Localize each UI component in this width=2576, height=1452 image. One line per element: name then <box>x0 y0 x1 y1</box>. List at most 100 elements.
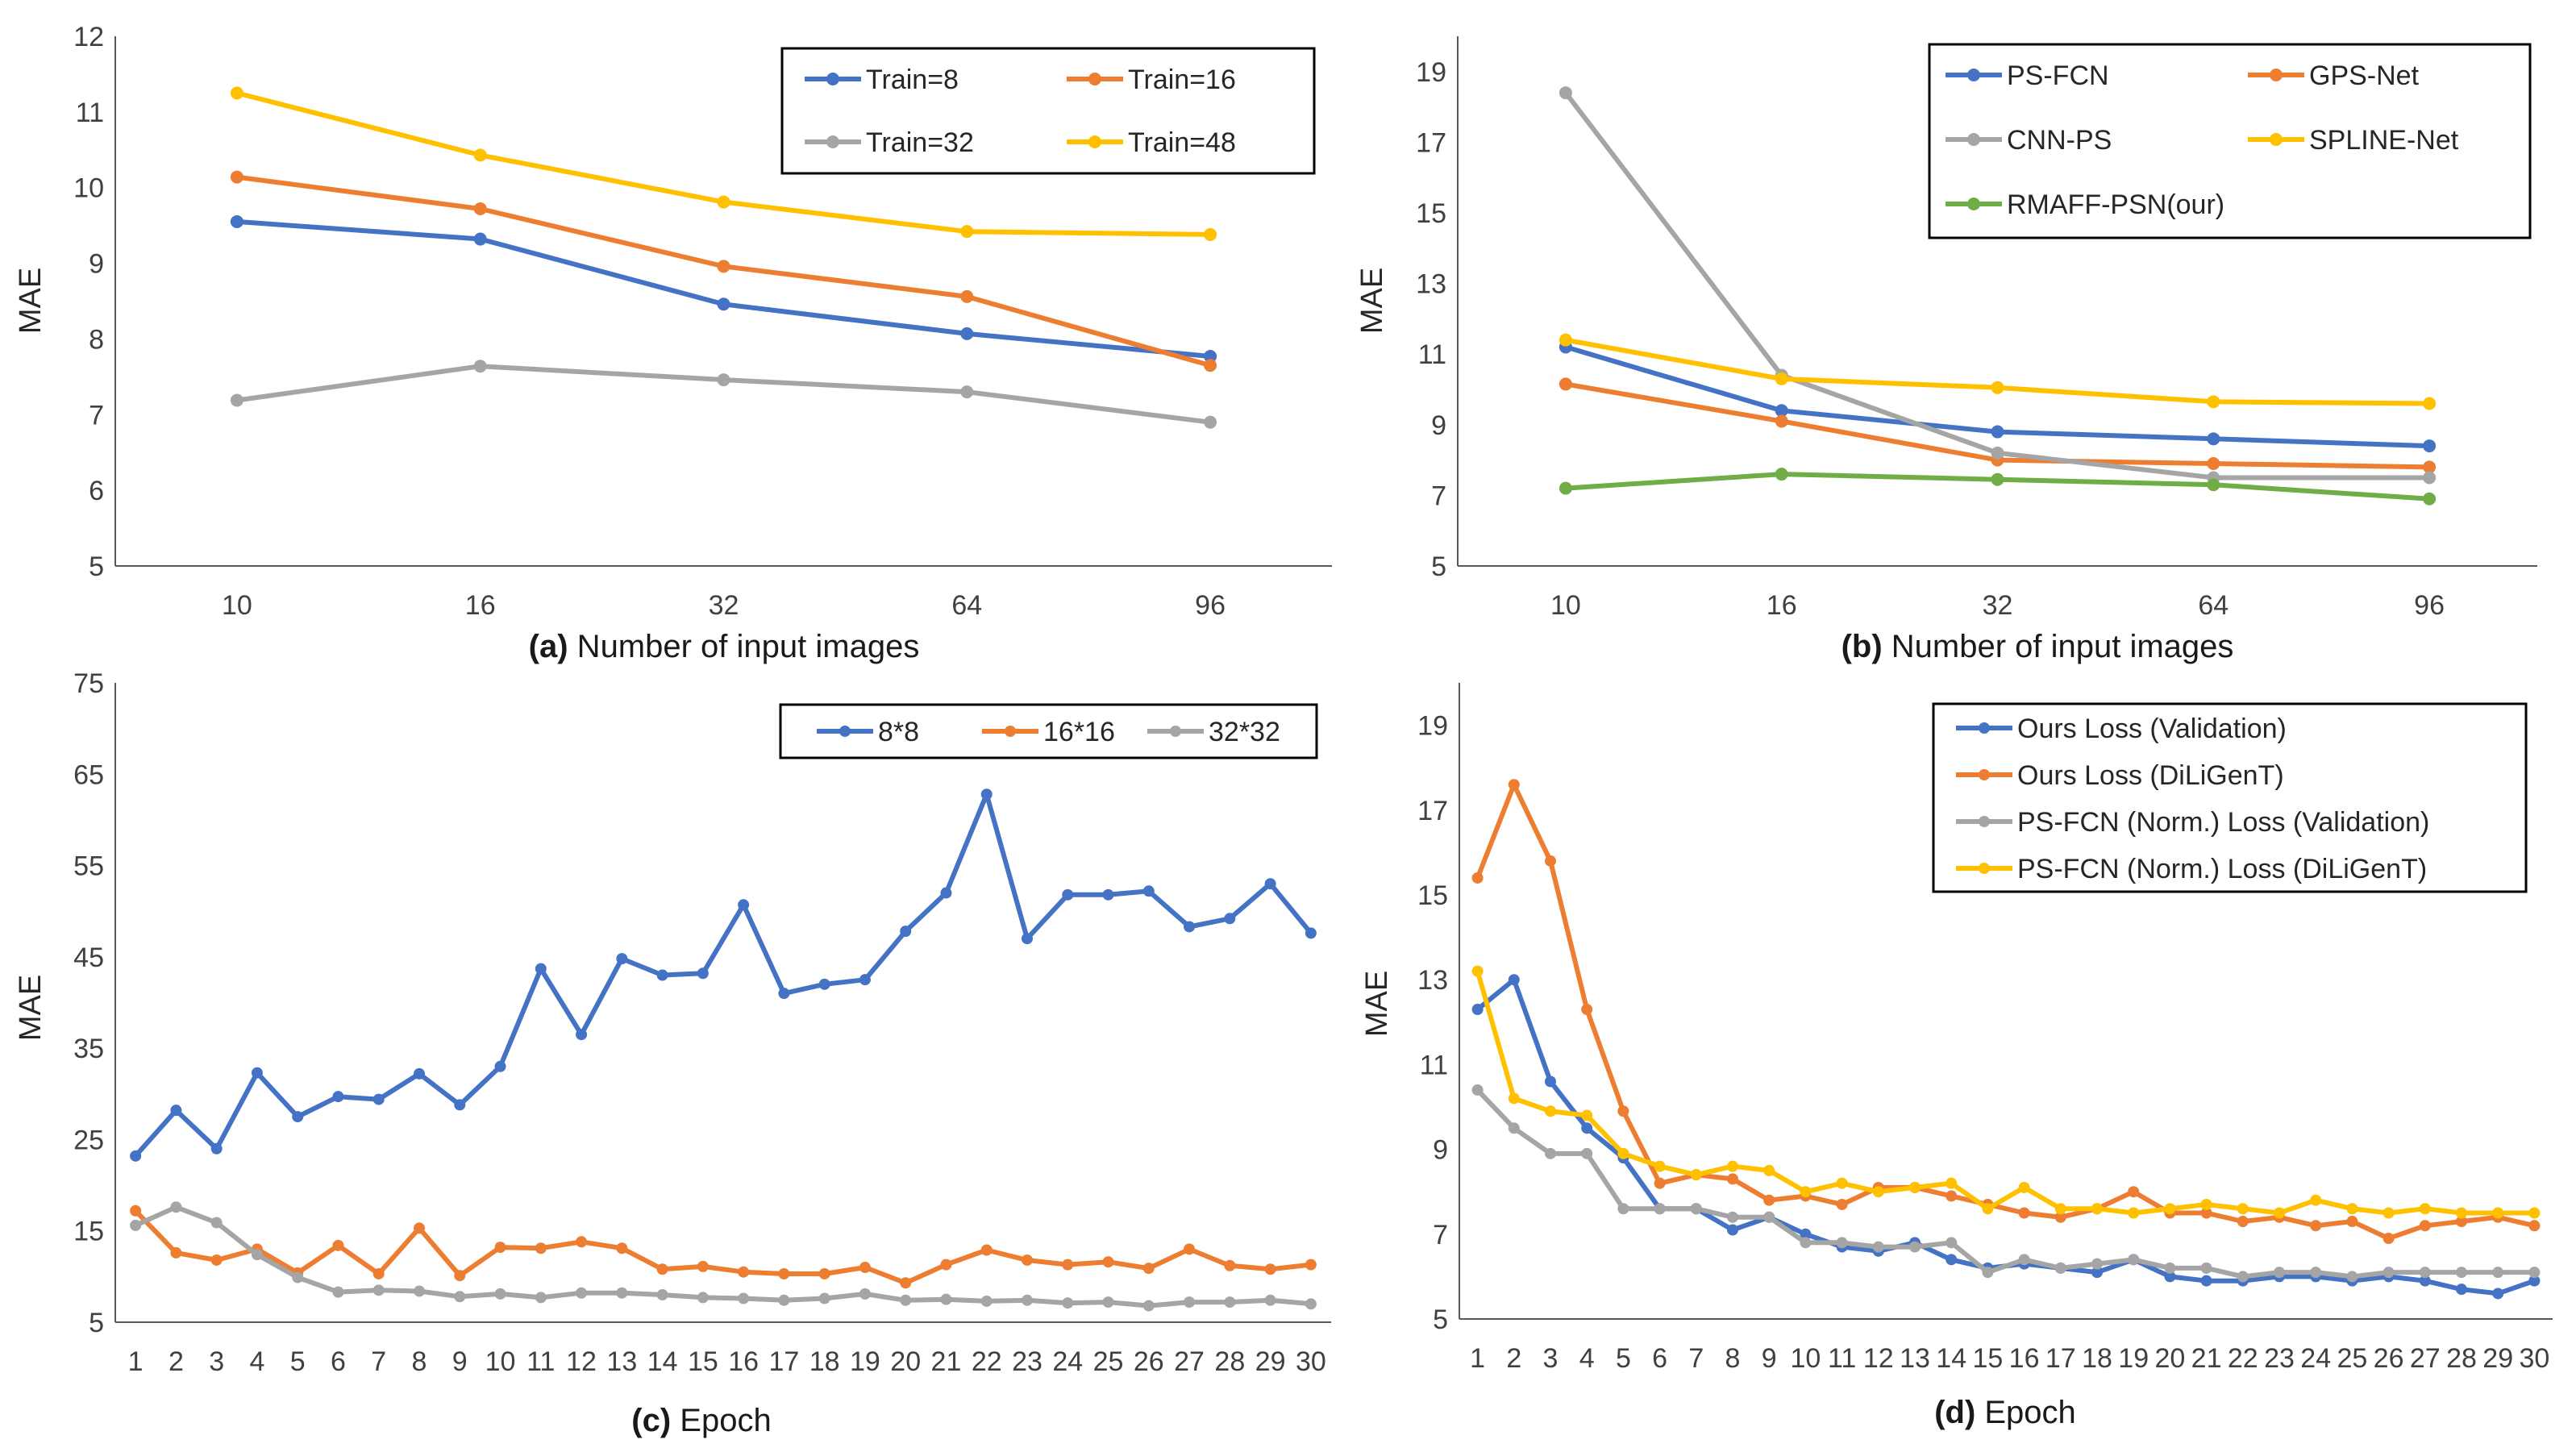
panel-d-data-point <box>2310 1267 2322 1279</box>
panel-d-data-point <box>2346 1203 2358 1215</box>
panel-a-x-tick-label: 10 <box>222 590 252 621</box>
panel-c-data-point <box>616 953 628 965</box>
panel-d-x-tick-label: 13 <box>1900 1343 1930 1374</box>
panel-b-data-point <box>1775 468 1788 481</box>
panel-c-data-point <box>576 1287 588 1299</box>
panel-c-y-tick-label: 45 <box>73 942 104 973</box>
panel-a-data-point <box>1204 350 1217 364</box>
panel-c-x-tick-label: 25 <box>1093 1346 1124 1377</box>
panel-a-data-point <box>717 373 730 387</box>
panel-c-data-point <box>130 1204 142 1217</box>
panel-d-data-point <box>1545 1075 1556 1088</box>
panel-d-data-point <box>2492 1207 2504 1219</box>
panel-c-data-point <box>1142 885 1155 897</box>
panel-c-data-point <box>251 1249 263 1261</box>
panel-d-x-tick-label: 23 <box>2264 1343 2295 1374</box>
panel-b-legend-label: PS-FCN <box>2007 60 2109 91</box>
panel-b-legend: PS-FCN GPS-Net CNN-PS SPLINE-Net RMAFF-PSN(o… <box>1946 60 2459 220</box>
panel-c-y-tick-label: 65 <box>73 759 104 790</box>
panel-d-y-tick-label: 9 <box>1433 1135 1448 1166</box>
panel-a-legend-label: Train=8 <box>866 64 959 95</box>
panel-d-data-point <box>1727 1173 1738 1185</box>
panel-c-data-point <box>170 1201 182 1213</box>
panel-c-data-point <box>1305 927 1317 939</box>
panel-c-data-point <box>1264 878 1276 890</box>
panel-d-data-point <box>2274 1267 2285 1279</box>
panel-d-data-point <box>2419 1203 2431 1215</box>
panel-d-data-point <box>1581 1004 1593 1016</box>
panel-c-data-point <box>616 1242 628 1254</box>
panel-c-data-point <box>980 1295 993 1307</box>
panel-c-x-tick-label: 19 <box>850 1346 880 1377</box>
panel-d-data-point <box>1508 1122 1520 1134</box>
panel-a-data-point <box>230 170 243 184</box>
panel-d-data-point <box>2018 1207 2030 1219</box>
panel-d-data-point <box>2528 1220 2541 1232</box>
panel-d-x-tick-label: 30 <box>2519 1343 2549 1374</box>
panel-b-y-tick-label: 9 <box>1431 410 1446 441</box>
panel-d-data-point <box>1508 974 1520 986</box>
panel-d-data-point <box>2310 1194 2322 1206</box>
panel-d-data-point <box>1508 779 1520 791</box>
panel-d-data-point <box>2528 1275 2541 1287</box>
panel-c-series-line-32-32 <box>133 1204 1313 1308</box>
panel-d-data-point <box>1545 1105 1556 1117</box>
panel-d-data-point <box>1471 965 1484 977</box>
panel-c-x-tick-label: 8 <box>412 1346 427 1377</box>
panel-d-x-tick-label: 22 <box>2228 1343 2258 1374</box>
panel-c: 1 2 3 4 5 6 7 8 9 10 11 12 13 14 15 16 17 18 19 20 21 22 23 24 2… <box>14 668 1331 1438</box>
panel-b-caption-prefix: (b) <box>1841 629 1883 664</box>
panel-c-data-point <box>900 1277 912 1289</box>
panel-d-caption-text: Epoch <box>1975 1395 2076 1430</box>
panel-c-data-point <box>778 988 790 1000</box>
panel-d-x-tick-labels: 1 2 3 4 5 6 7 8 9 10 11 12 13 14 15 16 17 18 19 20 21 22 23 24 2… <box>1470 1343 2549 1374</box>
panel-d-data-point <box>2237 1216 2249 1228</box>
panel-d-data-point <box>2164 1262 2176 1274</box>
panel-d-y-tick-labels: 5 7 9 11 13 15 17 19 <box>1417 711 1448 1335</box>
panel-a-y-tick-label: 8 <box>89 324 104 355</box>
panel-d-x-tick-label: 11 <box>1828 1343 1856 1374</box>
panel-d-data-point <box>1946 1177 1958 1189</box>
panel-d-data-point <box>1545 855 1556 867</box>
panel-b-y-tick-label: 13 <box>1416 269 1446 300</box>
panel-a-y-tick-label: 7 <box>89 400 104 431</box>
panel-c-data-point <box>656 1289 668 1301</box>
panel-d-y-tick-label: 5 <box>1433 1304 1448 1335</box>
panel-b-legend-label: GPS-Net <box>2309 60 2420 91</box>
panel-c-x-tick-label: 26 <box>1134 1346 1164 1377</box>
panel-c-data-point <box>818 978 830 990</box>
panel-d-data-point <box>1471 872 1484 884</box>
panel-c-x-tick-label: 5 <box>290 1346 306 1377</box>
panel-c-x-tick-label: 12 <box>566 1346 597 1377</box>
panel-d-x-tick-label: 26 <box>2374 1343 2404 1374</box>
panel-d-x-tick-label: 28 <box>2446 1343 2477 1374</box>
panel-d-data-point <box>1471 1084 1484 1096</box>
panel-b-y-tick-label: 5 <box>1431 551 1446 582</box>
panel-a-series-line-train-8 <box>234 218 1213 359</box>
panel-a-x-tick-label: 96 <box>1195 590 1226 621</box>
panel-d-caption: (d) Epoch <box>1934 1395 2076 1430</box>
panel-d-x-tick-label: 6 <box>1652 1343 1667 1374</box>
panel-d-data-point <box>2200 1262 2212 1274</box>
panel-c-x-tick-label: 4 <box>249 1346 264 1377</box>
panel-a-data-point <box>473 202 487 215</box>
panel-d-data-point <box>1836 1177 1848 1189</box>
panel-c-data-point <box>454 1270 466 1282</box>
panel-d-data-point <box>2237 1271 2249 1283</box>
panel-d-data-point <box>1982 1203 1994 1215</box>
panel-d-data-point <box>1763 1211 1775 1223</box>
panel-c-data-point <box>372 1093 385 1105</box>
panel-c-data-point <box>210 1217 223 1229</box>
panel-d-y-axis-label: MAE <box>1360 971 1394 1037</box>
panel-d-data-point <box>2419 1275 2431 1287</box>
panel-b-plot-area <box>1457 36 2537 567</box>
panel-d-legend-label: Ours Loss (DiLiGenT) <box>2017 760 2284 791</box>
panel-a-x-tick-label: 16 <box>465 590 496 621</box>
panel-c-data-point <box>738 1266 750 1278</box>
panel-c-data-point <box>576 1236 588 1248</box>
panel-b-y-tick-label: 19 <box>1416 57 1446 88</box>
panel-d-x-tick-label: 8 <box>1725 1343 1741 1374</box>
panel-c-data-point <box>818 1292 830 1304</box>
panel-d-data-point <box>2419 1220 2431 1232</box>
panel-c-data-point <box>778 1294 790 1306</box>
